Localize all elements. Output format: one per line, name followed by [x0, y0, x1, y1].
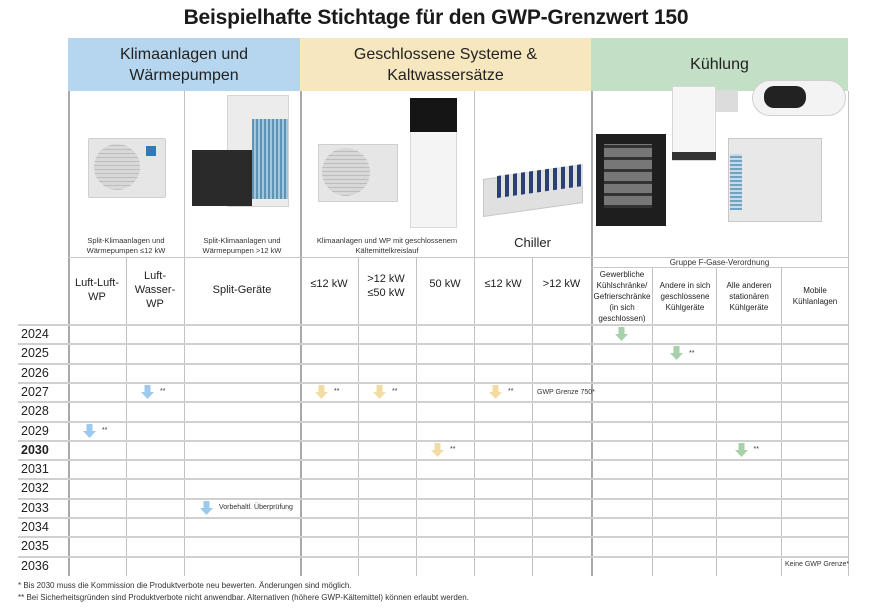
down-arrow-icon — [670, 346, 683, 361]
ban-marker: ** — [373, 384, 398, 399]
note-no-gwp-limit: Keine GWP Grenze* — [785, 561, 850, 568]
ban-marker: ** — [489, 384, 514, 399]
col-header-stationaere-kuehlgeraete: Alle anderen stationären Kühlgeräte — [726, 280, 772, 312]
grid-row-line — [18, 401, 848, 404]
grid-row-line — [18, 497, 848, 500]
page-title: Beispielhafte Stichtage für den GWP-Gren… — [183, 6, 689, 29]
category-klimaanlagen: Klimaanlagen und Wärmepumpen — [68, 38, 300, 91]
year-label: 2027 — [21, 384, 49, 399]
chiller-unit-image — [483, 158, 588, 218]
footnote-2: ** Bei Sicherheitsgründen sind Produktve… — [18, 593, 469, 602]
grid-row-line — [18, 478, 848, 481]
ban-marker — [614, 327, 628, 341]
subgroup-split-large: Split-Klimaanlagen und Wärmepumpen >12 k… — [202, 236, 282, 255]
marker-label: ** — [334, 388, 340, 396]
col-header-split-geraete: Split-Geräte — [212, 284, 272, 296]
grid-row-line — [18, 343, 848, 346]
grid-column-line — [416, 258, 417, 576]
down-arrow-icon — [489, 384, 502, 399]
marker-label: ** — [508, 388, 514, 396]
monoblock-heat-pump-image — [318, 96, 458, 231]
subgroup-chiller: Chiller — [514, 235, 551, 250]
year-label: 2029 — [21, 423, 49, 438]
col-header-closed-50kw: 50 kW — [429, 278, 461, 290]
year-label: 2025 — [21, 346, 49, 361]
marker-label: ** — [450, 446, 456, 454]
down-arrow-icon — [200, 500, 213, 515]
marker-label: ** — [160, 388, 166, 396]
grid-column-line — [358, 258, 359, 576]
year-label: 2035 — [21, 539, 49, 554]
note-gwp-750: GWP Grenze 750* — [537, 389, 595, 396]
grid-row-line — [18, 459, 848, 462]
down-arrow-icon — [141, 384, 154, 399]
ban-marker: Vorbehaltl. Überprüfung — [200, 500, 293, 515]
grid-row-line — [18, 536, 848, 539]
grid-header-line — [591, 267, 848, 268]
year-label: 2036 — [21, 558, 49, 573]
marker-label: ** — [753, 446, 759, 454]
grid-column-line — [184, 91, 185, 576]
subgroup-closed-circuit: Klimaanlagen und WP mit geschlossenem Kä… — [316, 236, 458, 255]
year-label: 2033 — [21, 500, 49, 515]
down-arrow-icon — [734, 442, 748, 457]
year-label: 2032 — [21, 481, 49, 496]
grid-header-line — [591, 257, 848, 258]
grid-row-line — [18, 324, 848, 326]
category-geschlossene-systeme: Geschlossene Systeme & Kaltwassersätze — [300, 38, 591, 91]
ban-marker: ** — [431, 442, 456, 457]
footnote-1: * Bis 2030 muss die Kommission die Produ… — [18, 581, 352, 590]
col-header-gewerbliche-kuehlschraenke: Gewerbliche Kühlschränke/ Gefrierschränk… — [593, 269, 651, 323]
marker-label: ** — [689, 349, 695, 357]
grid-row-line — [18, 420, 848, 423]
col-header-chiller-12kw: ≤12 kW — [484, 278, 522, 290]
grid-column-line — [300, 91, 302, 576]
grid-row-line — [18, 517, 848, 519]
year-label: 2030 — [21, 442, 49, 457]
year-label: 2026 — [21, 365, 49, 380]
col-header-mobile-kuehlanlagen: Mobile Kühlanlagen — [792, 286, 838, 306]
down-arrow-icon — [614, 327, 628, 341]
grid-column-line — [848, 91, 849, 576]
grid-column-line — [532, 258, 533, 576]
grid-column-line — [126, 258, 127, 576]
year-label: 2024 — [21, 327, 49, 341]
refrigeration-units-image — [596, 78, 848, 230]
col-header-andere-kuehlgeraete: Andere in sich geschlossene Kühlgeräte — [659, 280, 711, 312]
col-header-chiller-over-12kw: >12 kW — [542, 278, 581, 290]
year-label: 2031 — [21, 462, 49, 477]
down-arrow-icon — [315, 384, 328, 399]
ban-marker: ** — [83, 423, 108, 438]
grid-column-line — [474, 91, 475, 576]
year-label: 2028 — [21, 404, 49, 419]
col-header-luft-wasser: Luft-Wasser-WP — [134, 270, 176, 310]
down-arrow-icon — [83, 423, 96, 438]
down-arrow-icon — [373, 384, 386, 399]
vrf-heat-pump-image — [192, 95, 297, 210]
grid-column-line — [68, 91, 70, 576]
col-header-closed-12-50kw: >12 kW ≤50 kW — [367, 273, 405, 299]
category-kuehlung: Kühlung — [591, 38, 848, 91]
col-header-closed-12kw: ≤12 kW — [310, 278, 348, 290]
year-label: 2034 — [21, 520, 49, 534]
grid-header-line — [68, 257, 591, 258]
ban-marker: ** — [315, 384, 340, 399]
grid-row-line — [18, 555, 848, 558]
ban-marker: ** — [141, 384, 166, 399]
col-header-luft-luft: Luft-Luft-WP — [74, 277, 120, 303]
down-arrow-icon — [431, 442, 444, 457]
ban-marker: ** — [734, 442, 759, 457]
grid-row-line — [18, 381, 848, 384]
marker-label: ** — [392, 388, 398, 396]
outdoor-ac-unit-image — [88, 138, 166, 204]
subgroup-split-small: Split-Klimaanlagen und Wärmepumpen ≤12 k… — [86, 236, 166, 255]
grid-row-line — [18, 439, 848, 442]
grid-column-line — [591, 91, 593, 576]
ban-marker: ** — [670, 346, 695, 361]
grid-row-line — [18, 362, 848, 365]
subgroup-fgas: Gruppe F-Gase-Verordnung — [669, 258, 770, 267]
marker-label: Vorbehaltl. Überprüfung — [219, 504, 293, 512]
marker-label: ** — [102, 427, 108, 434]
